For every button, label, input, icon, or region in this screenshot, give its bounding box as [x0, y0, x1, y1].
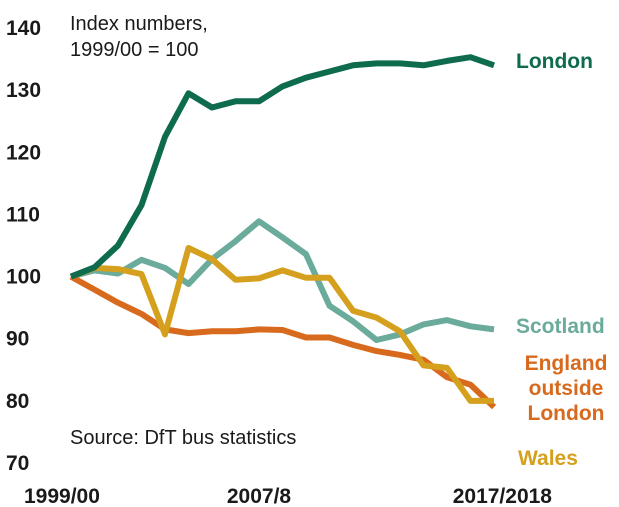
series-line-wales	[69, 245, 494, 404]
y-axis-ticks: 70 80 90 100 110 120 130 140	[6, 17, 41, 475]
y-tick-label: 80	[6, 390, 29, 413]
series-label-wales: Wales	[518, 447, 578, 470]
y-tick-label: 90	[6, 328, 29, 351]
series-label-scotland: Scotland	[516, 315, 605, 338]
x-tick-label: 2007/8	[227, 485, 292, 507]
series-line-scotland	[70, 218, 495, 343]
y-tick-label: 140	[6, 17, 41, 40]
y-tick-label: 70	[6, 452, 29, 475]
y-tick-label: 130	[6, 79, 41, 102]
series-label-england-outside-london: London	[528, 402, 605, 425]
x-tick-label: 2017/2018	[453, 485, 553, 507]
y-tick-label: 110	[6, 203, 40, 226]
series-label-london: London	[516, 50, 593, 73]
source-note: Source: DfT bus statistics	[70, 427, 296, 449]
series-label-england-outside-london: England	[525, 352, 608, 375]
series-label-england-outside-london: outside	[529, 377, 604, 400]
x-axis-ticks: 1999/00 2007/8 2017/2018	[24, 485, 552, 507]
series-line-london	[69, 54, 495, 280]
y-tick-label: 100	[6, 266, 41, 289]
y-tick-label: 120	[6, 141, 41, 164]
series-lines	[69, 54, 497, 410]
unit-note-line2: 1999/00 = 100	[70, 39, 198, 61]
unit-note-line1: Index numbers,	[70, 13, 208, 35]
series-line-england-outside-london	[69, 273, 497, 410]
x-tick-label: 1999/00	[24, 485, 100, 507]
